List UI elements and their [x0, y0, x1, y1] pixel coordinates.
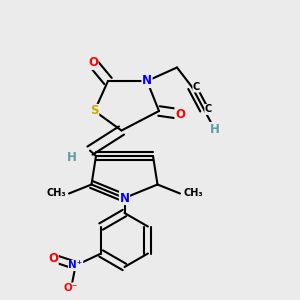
Text: O: O — [48, 251, 58, 265]
Text: N: N — [142, 74, 152, 88]
Text: N: N — [119, 191, 130, 205]
Text: O: O — [88, 56, 98, 70]
Text: H: H — [210, 122, 219, 136]
Text: CH₃: CH₃ — [183, 188, 203, 199]
Text: N⁺: N⁺ — [68, 260, 83, 271]
Text: O: O — [175, 107, 185, 121]
Text: CH₃: CH₃ — [46, 188, 66, 199]
Text: C: C — [205, 104, 212, 115]
Text: S: S — [90, 104, 99, 118]
Text: O⁻: O⁻ — [64, 283, 78, 293]
Text: H: H — [67, 151, 77, 164]
Text: C: C — [193, 82, 200, 92]
